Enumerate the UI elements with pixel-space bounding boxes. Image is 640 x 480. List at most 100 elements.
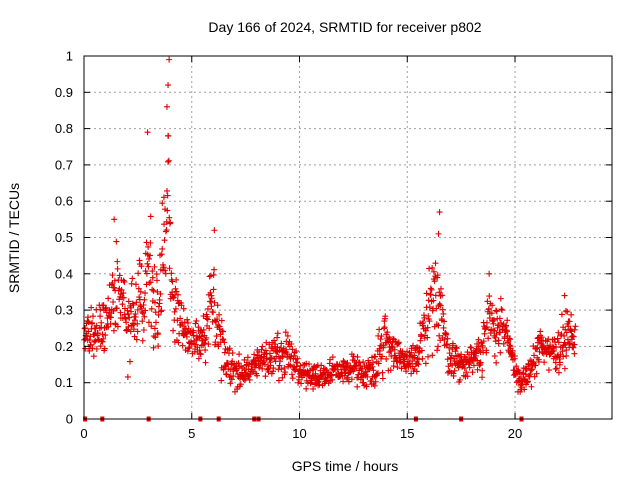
data-point [149,274,156,281]
data-point [545,367,552,374]
data-point [411,354,418,361]
data-point [439,306,446,313]
data-point [293,348,300,355]
data-point [431,278,438,285]
data-point [173,288,180,295]
data-point [533,345,540,352]
data-point [155,303,162,310]
data-point [158,251,165,258]
data-point [211,227,218,234]
data-point [157,308,164,315]
data-point [207,272,214,279]
data-point [246,376,253,383]
data-point [227,380,234,387]
data-point [109,272,116,279]
data-point [439,292,446,299]
data-point [265,368,272,375]
data-point [98,324,105,331]
data-point [84,317,91,324]
data-point [190,329,197,336]
data-point [396,359,403,366]
data-point [532,362,539,369]
data-point [124,326,131,333]
data-point [270,365,277,372]
data-point [294,355,301,362]
data-point [207,298,214,305]
data-point [504,317,511,324]
data-point [437,285,444,292]
data-point [141,296,148,303]
data-point [436,209,443,216]
data-point [131,333,138,340]
data-point [467,344,474,351]
data-point [87,333,94,340]
data-point [110,327,117,334]
data-point [569,333,576,340]
data-point [168,270,175,277]
data-point [149,268,156,275]
data-point [531,352,538,359]
y-axis-label: SRMTID / TECUs [6,183,22,293]
data-point [318,362,325,369]
data-point [553,365,560,372]
data-point [82,325,89,332]
data-point [555,339,562,346]
data-point [376,326,383,333]
data-point [415,349,422,356]
data-point [219,336,226,343]
data-point [262,373,269,380]
data-point [524,378,531,385]
data-point [454,352,461,359]
data-point [220,328,227,335]
data-point [350,353,357,360]
data-point [132,281,139,288]
y-tick-label: 0 [66,412,73,427]
data-point [160,194,167,201]
data-point [135,285,142,292]
data-point [543,348,550,355]
data-point [134,306,141,313]
data-point [295,379,302,386]
data-point [500,340,507,347]
data-point [486,293,493,300]
data-point [165,132,172,139]
chart-title: Day 166 of 2024, SRMTID for receiver p80… [208,19,481,35]
data-point [306,361,313,368]
data-point [207,289,214,296]
data-point [387,348,394,355]
data-point [184,316,191,323]
data-point [451,367,458,374]
data-point [155,311,162,318]
data-point [177,315,184,322]
data-point [121,278,128,285]
data-point [561,332,568,339]
data-point [483,347,490,354]
data-point [93,322,100,329]
data-point [493,308,500,315]
data-point [535,358,542,365]
data-point [539,349,546,356]
data-point [280,353,287,360]
data-point [307,380,314,387]
data-point [458,351,465,358]
data-point [413,368,420,375]
data-point [213,318,220,325]
data-point [158,307,165,314]
data-point [298,380,305,387]
data-point [427,285,434,292]
data-point [133,299,140,306]
data-point [469,369,476,376]
data-point [343,361,350,368]
data-point [419,355,426,362]
data-point [375,360,382,367]
data-point [155,343,162,350]
data-point [126,314,133,321]
data-point [374,371,381,378]
data-point [437,302,444,309]
data-point [498,319,505,326]
data-point [120,277,127,284]
data-point [236,351,243,358]
data-point [192,320,199,327]
data-point [97,306,104,313]
data-point [145,319,152,326]
